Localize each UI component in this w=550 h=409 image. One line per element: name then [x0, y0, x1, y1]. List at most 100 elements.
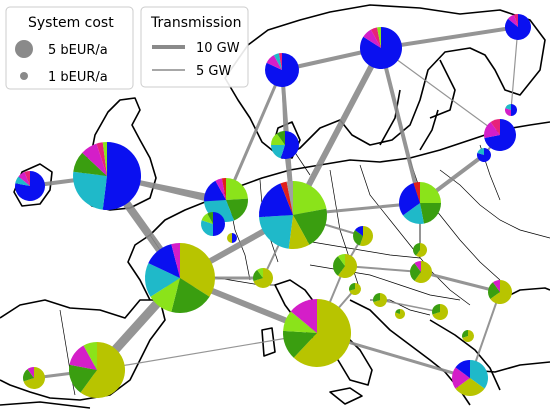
pie-ro-slice-2: [492, 280, 500, 292]
pie-fi: [504, 14, 531, 40]
pie-gb-slice-5: [102, 142, 107, 176]
pie-be: [203, 178, 249, 223]
pie-dk-slice-2: [271, 133, 285, 145]
pie-pt-slice-2: [27, 367, 34, 378]
pie-lv-slice-2: [490, 119, 500, 135]
pie-ee-slice-1: [504, 108, 511, 116]
pie-fr-slice-3: [145, 263, 180, 297]
pie-sk-slice-0: [415, 242, 428, 258]
pie-ro-slice-1: [488, 282, 500, 300]
pie-nl-slice-3: [207, 212, 213, 224]
pie-ch-slice-2: [257, 268, 263, 278]
pie-fi-slice-1: [507, 14, 518, 27]
pie-si: [348, 282, 361, 295]
line-no-nl: [224, 68, 284, 202]
pie-fr-slice-5: [171, 243, 180, 278]
pie-be-slice-0: [226, 178, 248, 200]
line-hr-rs: [379, 299, 441, 313]
pie-no: [265, 52, 300, 88]
pie-ro-slice-0: [490, 280, 513, 304]
pie-sk-slice-1: [413, 243, 420, 256]
pie-de-slice-3: [259, 215, 293, 249]
pie-lv-slice-1: [483, 122, 500, 138]
pie-at-slice-0: [337, 254, 358, 278]
pie-de-slice-1: [293, 208, 328, 245]
pie-ch-slice-1: [253, 269, 263, 282]
pie-ro: [488, 280, 513, 304]
pie-bg-slice-0: [462, 330, 474, 342]
pie-es-slice-1: [69, 364, 97, 393]
pie-de-slice-6: [286, 180, 293, 215]
pie-it-slice-3: [290, 298, 317, 333]
pie-se-slice-1: [363, 29, 381, 48]
pie-si-slice-0: [349, 283, 361, 295]
pie-ee-slice-2: [505, 104, 511, 110]
pie-ie-slice-3: [24, 171, 30, 186]
pie-hu-slice-2: [414, 261, 421, 272]
pie-it-slice-0: [293, 299, 352, 367]
line-es-it: [96, 332, 318, 371]
legend-transmission-label-thin: 5 GW: [196, 64, 231, 79]
pie-lt-slice-1: [477, 148, 484, 155]
pie-pt-slice-1: [23, 369, 34, 382]
pie-de-slice-4: [259, 183, 293, 218]
pie-cz-slice-0: [359, 226, 374, 246]
pie-fi-slice-0: [504, 14, 531, 40]
legend-transmission-label-thick: 10 GW: [196, 41, 240, 56]
line-hu-ro: [419, 270, 502, 294]
pie-dk-slice-3: [276, 131, 285, 145]
pie-fr: [145, 243, 215, 313]
pie-gr-slice-1: [455, 378, 485, 396]
pie-gr-slice-0: [470, 360, 488, 389]
pie-de: [259, 180, 328, 249]
pie-nl-slice-0: [213, 212, 225, 236]
line-se-pl: [379, 46, 422, 205]
pie-sk: [413, 242, 428, 258]
legend-system-cost-title: System cost: [28, 15, 114, 31]
pie-gr-slice-3: [455, 360, 470, 378]
pie-hu-slice-0: [414, 261, 432, 283]
pie-pl-slice-2: [403, 203, 424, 225]
pie-es: [69, 342, 126, 398]
pie-at-slice-2: [337, 254, 345, 266]
pie-de-slice-5: [280, 181, 293, 215]
pie-gb-slice-0: [102, 142, 142, 210]
pie-it-slice-2: [283, 311, 317, 333]
pie-dk-slice-0: [280, 131, 300, 159]
pie-rs-slice-1: [431, 304, 440, 315]
pie-fr-slice-0: [180, 243, 215, 297]
pie-ee-slice-0: [511, 104, 517, 116]
pie-dk-slice-1: [271, 145, 285, 159]
pie-hr-slice-0: [373, 293, 387, 307]
pie-fr-slice-4: [148, 244, 180, 278]
pie-nl-slice-1: [201, 220, 213, 236]
pie-ee: [504, 104, 517, 116]
pie-lu-slice-0: [232, 233, 237, 243]
pie-pt-slice-0: [23, 367, 46, 389]
pie-gb-slice-2: [73, 152, 107, 176]
pie-rs: [431, 304, 448, 320]
pie-gr-slice-2: [452, 367, 470, 389]
pie-cz-slice-2: [354, 226, 363, 236]
legend-cost-label-small: 1 bEUR/a: [48, 70, 108, 85]
pie-be-slice-4: [215, 178, 226, 200]
pie-be-slice-5: [221, 178, 226, 200]
line-at-hu: [344, 265, 422, 273]
pie-no-slice-1: [266, 55, 282, 70]
pie-no-slice-0: [265, 52, 300, 88]
pie-lu-slice-1: [227, 233, 232, 243]
pie-es-slice-2: [69, 345, 97, 370]
pie-hu-slice-1: [409, 263, 421, 281]
pie-es-slice-0: [80, 342, 126, 398]
pie-no-slice-2: [273, 53, 282, 70]
pie-be-slice-3: [203, 180, 226, 202]
pie-ie: [15, 171, 46, 201]
pie-bg-slice-1: [461, 330, 468, 338]
pie-it: [283, 298, 352, 367]
pie-gb-slice-3: [82, 143, 107, 176]
pie-gr: [452, 360, 488, 396]
pie-ie-slice-2: [18, 172, 30, 186]
pie-hr: [372, 293, 387, 307]
pie-se-slice-3: [377, 26, 381, 48]
